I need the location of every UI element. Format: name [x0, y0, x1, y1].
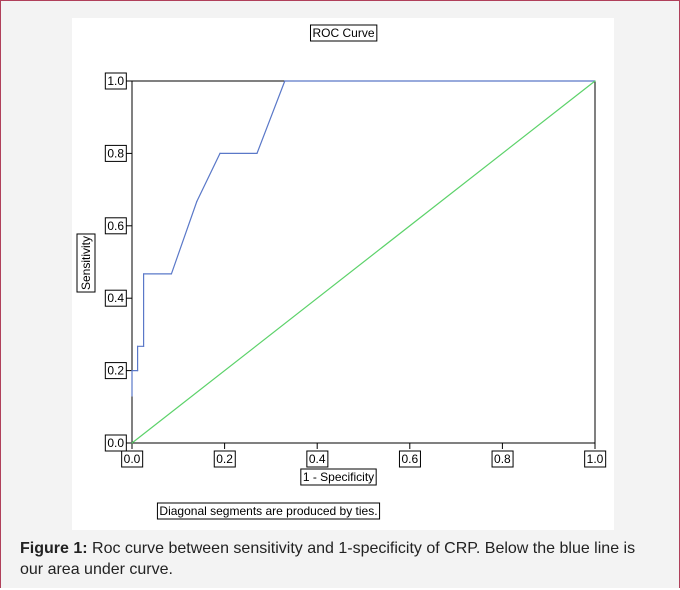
x-tick-label-box: [121, 450, 144, 468]
y-tick-label: 0.8: [107, 146, 124, 160]
x-tick-label-group: 0.4: [306, 450, 329, 468]
roc-chart: 0.0 0.2 0.4 0.6 0.8 1.0 0.0 0.2 0.4 0.6 0.8 1.0 ROC …: [76, 24, 607, 520]
x-tick-label-group: 0.6: [398, 450, 421, 468]
y-tick-label-box: [104, 289, 127, 307]
panel-border: [0, 0, 680, 1]
x-tick-label: 0.0: [124, 452, 141, 466]
roc-curve-line: [131, 80, 595, 396]
data-point: [284, 80, 286, 82]
y-tick-label-group: 0.8: [104, 144, 127, 162]
data-point: [170, 273, 172, 275]
data-point: [142, 273, 145, 275]
y-tick-label-box: [104, 362, 127, 380]
y-tick-label: 0.0: [107, 436, 124, 450]
y-tick-label-group: 0.4: [104, 289, 127, 307]
data-point: [594, 80, 596, 82]
x-tick-label: 0.8: [494, 452, 511, 466]
chart-footnote-group: Diagonal segments are produced by ties.: [156, 502, 381, 520]
chart-title-box: [309, 24, 378, 42]
y-tick-label-group: 1.0: [104, 72, 127, 90]
data-point: [219, 152, 221, 154]
y-axis-label-group: Sensitivity: [76, 233, 96, 293]
y-tick-label-box: [104, 217, 127, 235]
y-tick-label-box: [104, 72, 127, 90]
chart-footnote: Diagonal segments are produced by ties.: [159, 504, 377, 518]
y-axis-label: Sensitivity: [79, 236, 93, 290]
chart-title-group: ROC Curve: [309, 24, 378, 42]
data-point: [131, 395, 133, 397]
caption-text: Roc curve between sensitivity and 1-spec…: [20, 540, 636, 578]
x-axis-label-box: [300, 468, 377, 486]
y-tick-label-box: [104, 434, 127, 452]
y-tick-label-group: 0.0: [104, 434, 127, 452]
data-point: [196, 200, 198, 203]
data-point: [131, 370, 133, 372]
x-tick-label-box: [491, 450, 514, 468]
x-tick-label: 0.6: [401, 452, 418, 466]
y-tick-label: 0.6: [107, 219, 124, 233]
chart-title: ROC Curve: [312, 26, 374, 40]
x-tick-label-group: 1.0: [584, 450, 607, 468]
x-tick-label-box: [584, 450, 607, 468]
reference-diagonal-line: [131, 80, 596, 444]
y-tick-label: 0.4: [107, 291, 124, 305]
x-axis-label: 1 - Specificity: [303, 470, 374, 484]
chart-footnote-box: [156, 502, 381, 520]
y-tick-label-box: [104, 144, 127, 162]
data-point: [136, 370, 139, 372]
figure-caption: Figure 1: Roc curve between sensitivity …: [20, 538, 660, 580]
x-tick-label-group: 0.2: [213, 450, 236, 468]
x-tick-label: 0.4: [309, 452, 326, 466]
y-tick-label: 1.0: [107, 74, 124, 88]
x-tick-label-box: [398, 450, 421, 468]
data-point: [131, 442, 133, 444]
y-tick-label-group: 0.2: [104, 362, 127, 380]
x-tick-label: 0.2: [216, 452, 233, 466]
x-tick-label-box: [306, 450, 329, 468]
y-tick-label: 0.2: [107, 364, 124, 378]
data-point: [136, 345, 139, 347]
data-point: [256, 152, 258, 154]
y-tick-label-group: 0.6: [104, 217, 127, 235]
chart-area: 0.0 0.2 0.4 0.6 0.8 1.0 0.0 0.2 0.4 0.6 0.8 1.0 ROC …: [72, 18, 614, 530]
data-point: [142, 345, 145, 347]
x-tick-label-group: 0.8: [491, 450, 514, 468]
x-tick-label: 1.0: [587, 452, 604, 466]
x-axis-label-group: 1 - Specificity: [300, 468, 377, 486]
x-tick-label-group: 0.0: [121, 450, 144, 468]
x-tick-label-box: [213, 450, 236, 468]
caption-label: Figure 1:: [20, 540, 88, 557]
y-axis-label-box: [76, 233, 96, 293]
